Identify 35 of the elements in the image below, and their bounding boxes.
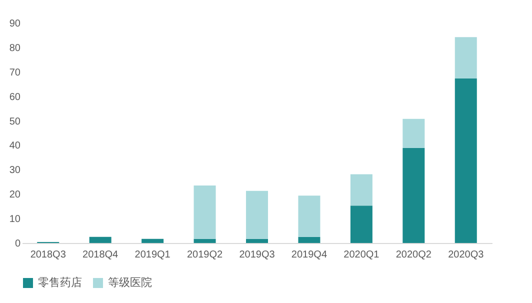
legend-label: 零售药店 xyxy=(38,276,82,289)
x-tick-label: 2018Q4 xyxy=(82,250,119,260)
y-tick-label: 90 xyxy=(9,18,21,30)
y-tick-label: 70 xyxy=(9,67,21,78)
y-tick-label: 40 xyxy=(9,140,21,152)
bar xyxy=(402,148,425,243)
x-tick-label: 2019Q2 xyxy=(186,250,224,260)
bar xyxy=(298,196,320,237)
bar xyxy=(246,190,268,239)
bar xyxy=(194,186,216,239)
x-tick-label: 2020Q2 xyxy=(396,250,432,260)
x-tick-label: 2019Q4 xyxy=(291,250,328,260)
y-tick-label: 10 xyxy=(9,214,21,226)
y-tick-label: 60 xyxy=(9,92,21,103)
x-tick-label: 2020Q1 xyxy=(344,250,380,260)
x-tick-label: 2019Q3 xyxy=(239,250,276,260)
x-tick-label: 2018Q3 xyxy=(30,250,66,260)
bar xyxy=(194,238,216,243)
bar xyxy=(350,206,372,243)
y-tick-label: 80 xyxy=(9,42,21,54)
bar xyxy=(350,174,372,206)
bar xyxy=(246,238,268,243)
y-tick-label: 20 xyxy=(9,190,21,201)
bar xyxy=(402,118,425,148)
y-tick-label: 50 xyxy=(9,116,21,128)
x-tick-label: 2019Q1 xyxy=(134,250,171,260)
bar xyxy=(454,78,477,243)
y-tick-label: 0 xyxy=(14,238,21,250)
bar xyxy=(298,236,320,243)
bar xyxy=(142,238,164,243)
bar xyxy=(454,37,477,78)
y-tick-label: 30 xyxy=(9,165,21,176)
bar xyxy=(89,236,112,243)
legend-label: 等级医院 xyxy=(108,276,152,289)
x-tick-label: 2020Q3 xyxy=(448,250,484,260)
